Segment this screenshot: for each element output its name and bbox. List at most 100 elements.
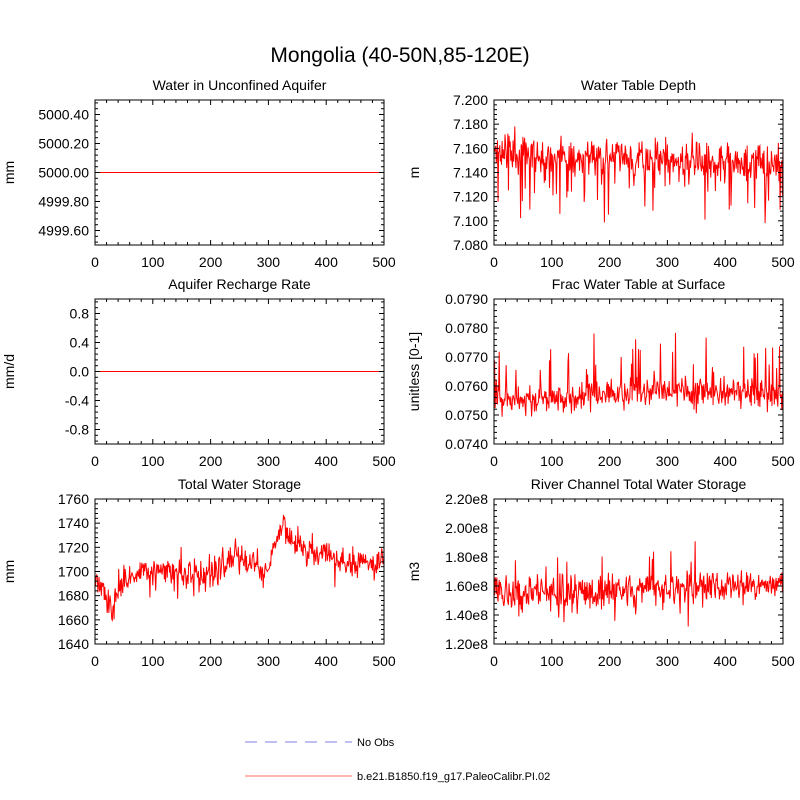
river-channel-total-water-storage-ytick-label: 1.40e8 (445, 607, 488, 623)
aquifer-recharge-rate-xtick-label: 100 (141, 453, 165, 469)
frac-water-table-at-surface-xtick-label: 100 (540, 453, 564, 469)
total-water-storage-ytick-label: 1760 (58, 491, 89, 507)
water-table-depth-xtick-label: 0 (490, 254, 498, 270)
water-table-depth-xtick-label: 100 (540, 254, 564, 270)
frac-water-table-at-surface-ytick-label: 0.0780 (445, 320, 488, 336)
water-table-depth-title: Water Table Depth (581, 77, 696, 93)
river-channel-total-water-storage-xtick-label: 400 (714, 653, 738, 669)
river-channel-total-water-storage-ytick-label: 1.20e8 (445, 636, 488, 652)
panel-water-in-unconfined-aquifer: Water in Unconfined Aquifer 0 100 200 300 400… (1, 77, 396, 270)
panel-water-table-depth: Water Table Depth 0 100 200 300 400 500 7.080 7.… (406, 77, 795, 270)
water-table-depth-xtick-label: 500 (771, 254, 795, 270)
water-in-unconfined-aquifer-ytick-label: 4999.80 (38, 194, 89, 210)
panels: Water in Unconfined Aquifer 0 100 200 300 400… (1, 77, 795, 669)
river-channel-total-water-storage-xtick-label: 200 (598, 653, 622, 669)
total-water-storage-ytick-label: 1740 (58, 515, 89, 531)
frac-water-table-at-surface-title: Frac Water Table at Surface (552, 276, 726, 292)
total-water-storage-xtick-label: 400 (315, 653, 339, 669)
aquifer-recharge-rate-ytick-label: -0.8 (65, 422, 89, 438)
total-water-storage-ylabel: mm (1, 560, 17, 583)
water-table-depth-series-line (494, 126, 783, 224)
frac-water-table-at-surface-ytick-label: 0.0740 (445, 436, 488, 452)
legend-label-no-obs: No Obs (357, 737, 395, 749)
river-channel-total-water-storage-xtick-label: 0 (490, 653, 498, 669)
river-channel-total-water-storage-xtick-label: 300 (656, 653, 680, 669)
water-table-depth-plot-frame (493, 99, 784, 246)
total-water-storage-series-line (95, 514, 384, 622)
legend-label-model: b.e21.B1850.f19_g17.PaleoCalibr.PI.02 (357, 771, 550, 783)
water-in-unconfined-aquifer-xtick-label: 200 (199, 254, 223, 270)
legend: No Obs b.e21.B1850.f19_g17.PaleoCalibr.P… (245, 737, 550, 783)
water-table-depth-ytick-label: 7.180 (453, 116, 488, 132)
total-water-storage-title: Total Water Storage (178, 476, 301, 492)
total-water-storage-xtick-label: 100 (141, 653, 165, 669)
total-water-storage-ytick-label: 1640 (58, 636, 89, 652)
river-channel-total-water-storage-ylabel: m3 (406, 562, 422, 582)
figure-title: Mongolia (40-50N,85-120E) (270, 44, 529, 67)
water-table-depth-ylabel: m (406, 167, 422, 179)
total-water-storage-ytick-label: 1720 (58, 539, 89, 555)
frac-water-table-at-surface-ylabel: unitless [0-1] (406, 332, 422, 411)
water-table-depth-ytick-label: 7.100 (453, 213, 488, 229)
water-in-unconfined-aquifer-xtick-label: 500 (372, 254, 396, 270)
river-channel-total-water-storage-series-line (494, 541, 783, 627)
total-water-storage-xtick-label: 300 (257, 653, 281, 669)
frac-water-table-at-surface-series-line (494, 332, 783, 417)
frac-water-table-at-surface-plot-frame (493, 298, 784, 445)
water-table-depth-ytick-label: 7.160 (453, 140, 488, 156)
water-in-unconfined-aquifer-ytick-label: 5000.40 (38, 107, 89, 123)
water-in-unconfined-aquifer-title: Water in Unconfined Aquifer (153, 77, 327, 93)
water-in-unconfined-aquifer-xtick-label: 100 (141, 254, 165, 270)
panel-frac-water-table-at-surface: Frac Water Table at Surface 0 100 200 300 400… (406, 276, 795, 469)
frac-water-table-at-surface-ytick-label: 0.0770 (445, 349, 488, 365)
water-in-unconfined-aquifer-xtick-label: 0 (91, 254, 99, 270)
water-table-depth-ytick-label: 7.140 (453, 165, 488, 181)
aquifer-recharge-rate-xtick-label: 400 (315, 453, 339, 469)
river-channel-total-water-storage-ytick-label: 1.80e8 (445, 549, 488, 565)
river-channel-total-water-storage-ytick-label: 2.20e8 (445, 491, 488, 507)
total-water-storage-xtick-label: 500 (372, 653, 396, 669)
panel-river-channel-total-water-storage: River Channel Total Water Storage 0 100 200… (406, 476, 795, 669)
water-table-depth-ytick-label: 7.200 (453, 92, 488, 108)
total-water-storage-ytick-label: 1680 (58, 588, 89, 604)
water-table-depth-xtick-label: 200 (598, 254, 622, 270)
river-channel-total-water-storage-xtick-label: 500 (771, 653, 795, 669)
frac-water-table-at-surface-ytick-label: 0.0750 (445, 407, 488, 423)
frac-water-table-at-surface-ytick-label: 0.0760 (445, 378, 488, 394)
water-in-unconfined-aquifer-xtick-label: 300 (257, 254, 281, 270)
river-channel-total-water-storage-ytick-label: 2.00e8 (445, 520, 488, 536)
aquifer-recharge-rate-ytick-label: -0.4 (65, 393, 89, 409)
panel-aquifer-recharge-rate: Aquifer Recharge Rate 0 100 200 300 400 500 -0.… (1, 276, 396, 469)
water-table-depth-xtick-label: 300 (656, 254, 680, 270)
frac-water-table-at-surface-xtick-label: 0 (490, 453, 498, 469)
frac-water-table-at-surface-xtick-label: 500 (771, 453, 795, 469)
water-in-unconfined-aquifer-ytick-label: 4999.60 (38, 223, 89, 239)
total-water-storage-xtick-label: 0 (91, 653, 99, 669)
aquifer-recharge-rate-ytick-label: 0.8 (70, 306, 90, 322)
aquifer-recharge-rate-xtick-label: 200 (199, 453, 223, 469)
aquifer-recharge-rate-xtick-label: 300 (257, 453, 281, 469)
water-table-depth-ytick-label: 7.080 (453, 237, 488, 253)
water-in-unconfined-aquifer-ytick-label: 5000.00 (38, 165, 89, 181)
aquifer-recharge-rate-ytick-label: 0.0 (70, 364, 90, 380)
panel-total-water-storage: Total Water Storage 0 100 200 300 400 500 1640 1… (1, 476, 396, 669)
aquifer-recharge-rate-title: Aquifer Recharge Rate (168, 276, 311, 292)
river-channel-total-water-storage-plot-frame (493, 498, 784, 645)
frac-water-table-at-surface-xtick-label: 400 (714, 453, 738, 469)
aquifer-recharge-rate-ylabel: mm/d (1, 354, 17, 389)
aquifer-recharge-rate-xtick-label: 0 (91, 453, 99, 469)
water-in-unconfined-aquifer-ytick-label: 5000.20 (38, 136, 89, 152)
water-table-depth-ytick-label: 7.120 (453, 189, 488, 205)
total-water-storage-xtick-label: 200 (199, 653, 223, 669)
water-in-unconfined-aquifer-xtick-label: 400 (315, 254, 339, 270)
aquifer-recharge-rate-xtick-label: 500 (372, 453, 396, 469)
frac-water-table-at-surface-ytick-label: 0.0790 (445, 291, 488, 307)
river-channel-total-water-storage-xtick-label: 100 (540, 653, 564, 669)
aquifer-recharge-rate-ytick-label: 0.4 (70, 335, 90, 351)
total-water-storage-ytick-label: 1700 (58, 564, 89, 580)
water-table-depth-xtick-label: 400 (714, 254, 738, 270)
frac-water-table-at-surface-xtick-label: 300 (656, 453, 680, 469)
river-channel-total-water-storage-title: River Channel Total Water Storage (531, 476, 747, 492)
river-channel-total-water-storage-ytick-label: 1.60e8 (445, 578, 488, 594)
frac-water-table-at-surface-xtick-label: 200 (598, 453, 622, 469)
